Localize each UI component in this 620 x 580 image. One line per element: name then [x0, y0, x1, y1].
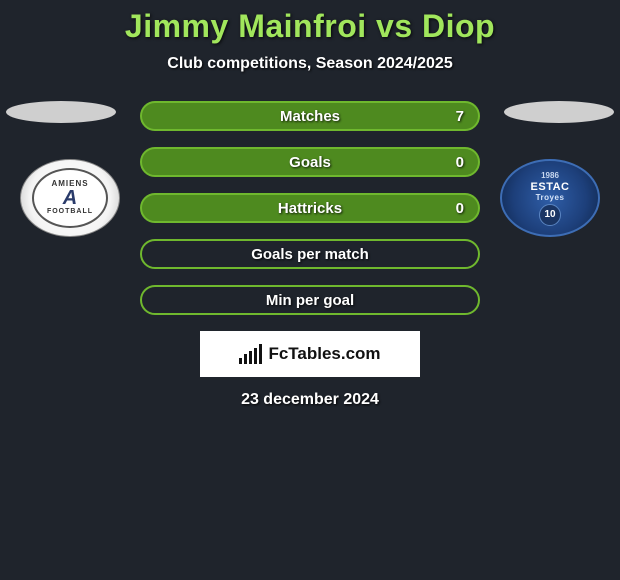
stat-row-matches: Matches 7: [140, 101, 480, 131]
stat-value-right: 0: [456, 200, 464, 217]
club-left-monogram: A: [63, 188, 77, 208]
player-photo-left: [6, 101, 116, 123]
stats-area: AMIENS A FOOTBALL 1986 ESTAC Troyes 10 M…: [0, 101, 620, 315]
brand-text: FcTables.com: [268, 344, 380, 364]
page-title: Jimmy Mainfroi vs Diop: [0, 8, 620, 45]
stat-row-hattricks: Hattricks 0: [140, 193, 480, 223]
club-badge-left: AMIENS A FOOTBALL: [20, 159, 120, 237]
club-right-number: 10: [539, 204, 561, 226]
stat-row-goals-per-match: Goals per match: [140, 239, 480, 269]
stat-rows: Matches 7 Goals 0 Hattricks 0 Goals per …: [140, 101, 480, 315]
club-right-line1: ESTAC: [531, 182, 570, 193]
stat-label: Matches: [280, 108, 340, 125]
club-right-line2: Troyes: [536, 193, 565, 202]
stat-label: Goals: [289, 154, 331, 171]
brand-bars-icon: [239, 344, 262, 364]
page-subtitle: Club competitions, Season 2024/2025: [0, 55, 620, 73]
page-container: Jimmy Mainfroi vs Diop Club competitions…: [0, 0, 620, 409]
player-photo-right: [504, 101, 614, 123]
footer-date: 23 december 2024: [0, 391, 620, 409]
stat-value-right: 7: [456, 108, 464, 125]
stat-label: Min per goal: [266, 292, 354, 309]
club-badge-right: 1986 ESTAC Troyes 10: [500, 159, 600, 237]
stat-label: Goals per match: [251, 246, 369, 263]
stat-label: Hattricks: [278, 200, 342, 217]
club-badge-left-inner: AMIENS A FOOTBALL: [32, 168, 108, 228]
club-right-year: 1986: [541, 171, 559, 180]
stat-row-goals: Goals 0: [140, 147, 480, 177]
brand-inner: FcTables.com: [239, 344, 380, 364]
stat-row-min-per-goal: Min per goal: [140, 285, 480, 315]
stat-value-right: 0: [456, 154, 464, 171]
club-left-bottom-text: FOOTBALL: [47, 208, 93, 215]
brand-box[interactable]: FcTables.com: [200, 331, 420, 377]
